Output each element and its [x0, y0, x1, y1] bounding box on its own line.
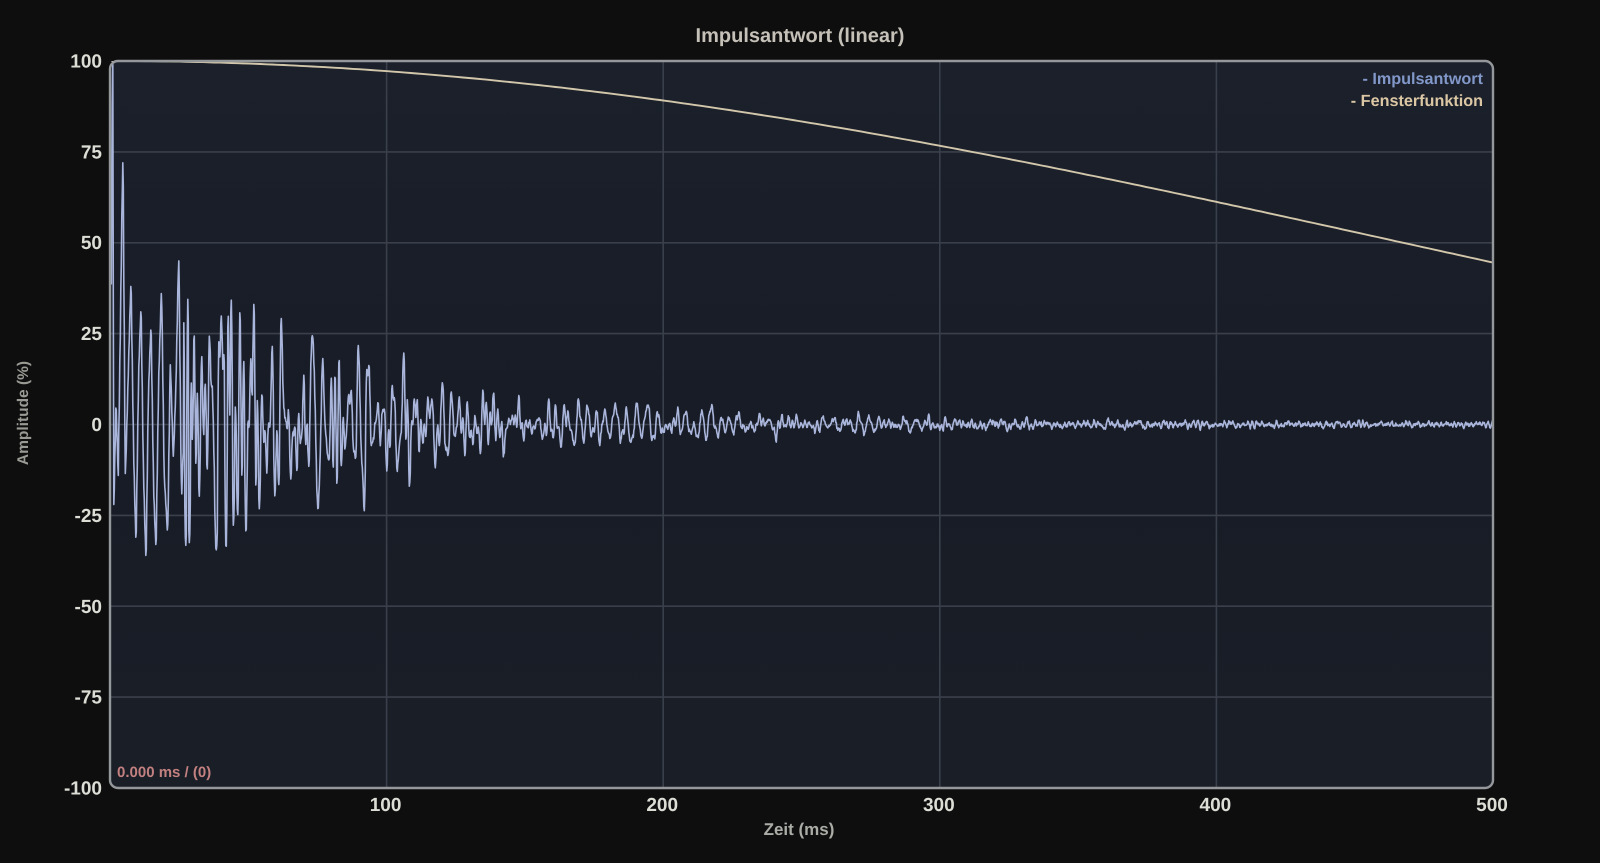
svg-text:Impulsantwort (linear): Impulsantwort (linear) [696, 25, 905, 47]
svg-text:300: 300 [923, 795, 955, 816]
svg-text:- Fensterfunktion: - Fensterfunktion [1351, 92, 1483, 110]
svg-text:50: 50 [81, 233, 102, 254]
svg-text:200: 200 [646, 795, 678, 816]
svg-text:-25: -25 [75, 506, 103, 527]
svg-text:0.000 ms / (0): 0.000 ms / (0) [117, 764, 211, 781]
svg-text:-50: -50 [75, 597, 102, 618]
svg-text:- Impulsantwort: - Impulsantwort [1362, 70, 1483, 88]
svg-text:500: 500 [1476, 795, 1508, 816]
svg-text:75: 75 [81, 142, 103, 163]
svg-text:0: 0 [91, 415, 102, 436]
svg-text:100: 100 [70, 52, 102, 73]
svg-text:100: 100 [370, 795, 402, 816]
svg-text:Amplitude (%): Amplitude (%) [15, 361, 32, 465]
svg-text:25: 25 [81, 324, 103, 345]
svg-text:400: 400 [1200, 795, 1232, 816]
svg-text:-100: -100 [64, 779, 102, 800]
svg-text:-75: -75 [75, 688, 103, 709]
svg-text:Zeit (ms): Zeit (ms) [764, 820, 835, 839]
